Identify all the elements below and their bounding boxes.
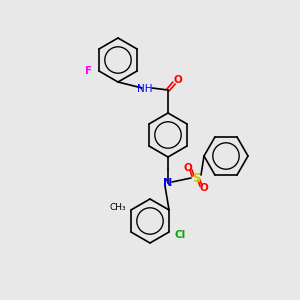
Text: Cl: Cl xyxy=(174,230,185,240)
Text: O: O xyxy=(174,75,182,85)
Text: CH₃: CH₃ xyxy=(109,203,126,212)
Text: F: F xyxy=(85,66,92,76)
Text: NH: NH xyxy=(137,84,153,94)
Text: O: O xyxy=(184,163,192,173)
Text: O: O xyxy=(200,183,208,193)
Text: N: N xyxy=(164,178,172,188)
Text: S: S xyxy=(192,172,200,184)
